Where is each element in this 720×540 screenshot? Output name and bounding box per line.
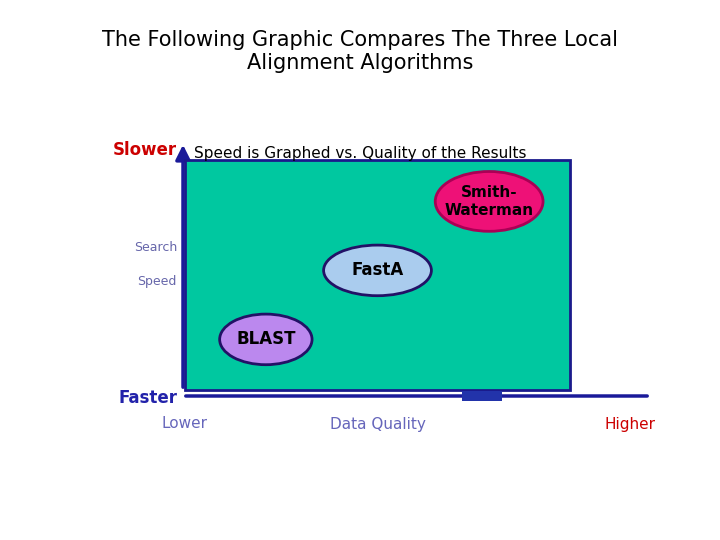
Text: FastA: FastA [351, 261, 404, 279]
Text: Data Quality: Data Quality [330, 416, 426, 431]
Text: Slower: Slower [113, 141, 177, 159]
Text: Speed is Graphed vs. Quality of the Results: Speed is Graphed vs. Quality of the Resu… [194, 146, 526, 161]
Text: Lower: Lower [162, 416, 208, 431]
Text: BLAST: BLAST [236, 330, 296, 348]
Text: Higher: Higher [605, 416, 655, 431]
Text: Faster: Faster [118, 389, 177, 407]
Text: Smith-
Waterman: Smith- Waterman [444, 185, 534, 218]
Text: The Following Graphic Compares The Three Local
Alignment Algorithms: The Following Graphic Compares The Three… [102, 30, 618, 73]
Text: Search: Search [134, 241, 177, 254]
Text: Speed: Speed [138, 275, 177, 288]
